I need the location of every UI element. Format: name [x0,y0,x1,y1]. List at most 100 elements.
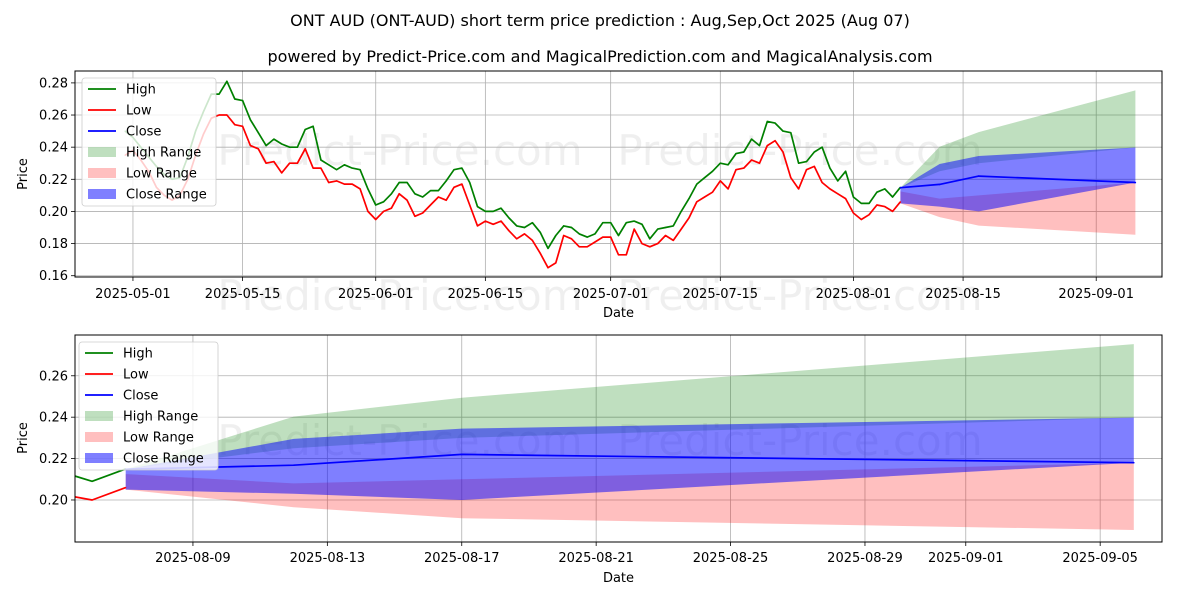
y-tick-label: 0.20 [39,493,68,508]
high-point [891,196,894,198]
high-point [265,144,267,147]
high-point [852,196,855,198]
high-point [610,222,612,224]
high-point [641,223,643,225]
high-point [249,119,252,121]
low-point [813,165,815,168]
legend-item: Close Range [85,452,204,467]
high-point [414,193,416,195]
high-point [484,210,486,213]
low-point [805,169,808,171]
legend-label: Close [123,389,158,404]
low-point [852,212,855,214]
low-point [602,236,604,238]
low-point [359,188,361,190]
low-point [500,220,502,222]
x-tick-label: 2025-06-15 [448,287,524,302]
low-point [398,193,400,195]
high-point [58,470,59,471]
high-point [774,122,776,124]
low-point [782,151,784,153]
close-point [292,464,295,467]
close-range-band [900,147,1136,212]
high-point [860,202,862,205]
high-point [281,143,283,145]
high-point [241,99,244,102]
legend-patch-swatch [88,147,116,157]
chart-subtitle: powered by Predict-Price.com and Magical… [267,47,932,66]
legend-label: Close Range [126,188,207,203]
high-point [437,189,439,192]
low-point [539,252,541,254]
low-point [265,162,267,164]
low-point [696,201,698,203]
high-point [696,183,698,185]
high-point [500,207,502,209]
high-point [782,130,784,132]
close-point [977,175,980,177]
high-point [704,177,706,179]
low-point [719,180,721,182]
high-point [234,98,236,100]
x-tick-label: 2025-09-05 [1062,551,1138,566]
high-point [312,125,314,127]
high-point [492,210,494,213]
high-point [688,197,690,200]
legend-label: Low Range [126,167,197,182]
high-point [829,167,831,169]
high-point [422,196,424,198]
x-axis-label: Date [603,306,634,321]
low-point [704,196,706,198]
watermark-text: Predict-Price.com [217,126,582,175]
high-point [375,204,377,206]
low-point [91,499,93,501]
low-point [860,218,862,221]
high-point [367,188,369,190]
high-point [320,159,322,161]
low-point [218,114,220,116]
low-point [891,210,894,213]
high-point [328,164,330,166]
low-point [445,199,447,201]
high-point [657,228,659,230]
legend-item: Close [88,125,161,140]
x-tick-label: 2025-09-01 [928,551,1004,566]
high-point [359,169,361,171]
top-panel: Predict-Price.com Predict-Price.com Predic… [16,70,1163,321]
legend-item: High [85,347,153,362]
high-point [531,222,533,224]
low-point [899,201,902,203]
low-point [375,218,377,221]
bottom-panel: Predict-Price.comPredict-Price.com0.200.… [16,334,1163,586]
watermark-text: Predict-Price.com [617,271,982,320]
high-point [664,226,667,229]
close-point [1134,181,1137,184]
low-point [422,212,424,214]
low-point [476,225,479,227]
low-point [312,167,314,169]
legend-item: High Range [88,146,201,161]
high-point [680,210,682,213]
high-point [790,132,792,134]
legend-label: Low [123,368,149,383]
high-point [672,225,674,227]
high-point [555,234,557,237]
low-point [523,233,526,235]
high-point [91,480,93,482]
legend-patch-swatch [88,168,116,178]
low-point [586,246,588,248]
high-point [751,138,753,140]
y-axis-label: Price [16,422,31,454]
plot-area [124,80,1137,269]
y-tick-label: 0.26 [39,369,68,384]
low-point [672,239,674,241]
low-point [751,159,753,161]
low-point [633,228,635,230]
x-tick-label: 2025-08-09 [155,551,231,566]
legend-item: Low [85,368,149,383]
legend-label: High Range [126,146,201,161]
x-tick-label: 2025-07-01 [573,287,649,302]
y-tick-label: 0.24 [39,411,68,426]
